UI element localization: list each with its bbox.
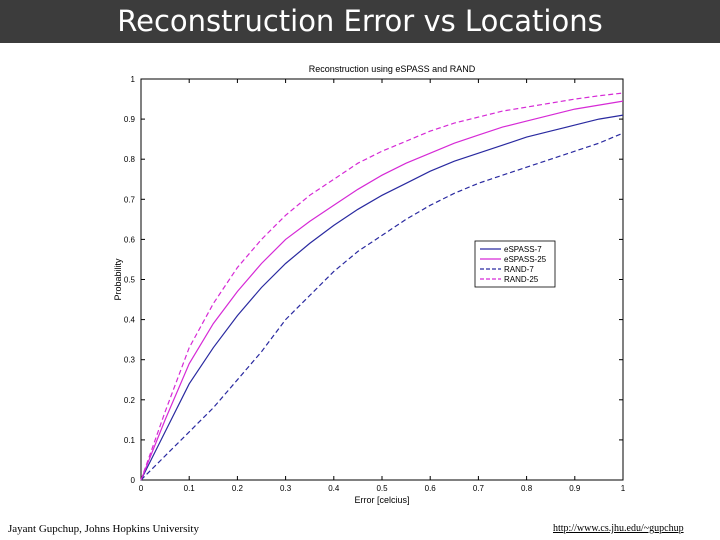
y-tick-label: 0.3 bbox=[124, 356, 136, 365]
x-tick-label: 0.9 bbox=[569, 484, 581, 493]
series-line-espass-7 bbox=[140, 114, 624, 481]
footer-author: Jayant Gupchup, Johns Hopkins University bbox=[8, 523, 199, 535]
series-line-espass-25 bbox=[140, 100, 624, 481]
x-axis-label: Error [celcius] bbox=[354, 495, 409, 505]
y-tick-label: 0.8 bbox=[124, 155, 136, 164]
y-tick-label: 0.4 bbox=[124, 316, 136, 325]
chart-title: Reconstruction using eSPASS and RAND bbox=[309, 64, 476, 74]
slide-title: Reconstruction Error vs Locations bbox=[117, 4, 603, 38]
x-tick-label: 0.1 bbox=[184, 484, 196, 493]
x-tick-label: 0 bbox=[139, 484, 144, 493]
x-tick-label: 0.2 bbox=[232, 484, 244, 493]
y-tick-label: 0.7 bbox=[124, 195, 136, 204]
slide-title-bar: Reconstruction Error vs Locations bbox=[0, 0, 720, 43]
x-tick-label: 1 bbox=[621, 484, 626, 493]
x-tick-label: 0.3 bbox=[280, 484, 292, 493]
x-tick-label: 0.7 bbox=[473, 484, 485, 493]
x-tick-label: 0.5 bbox=[376, 484, 388, 493]
y-tick-label: 0.1 bbox=[124, 436, 136, 445]
chart-area: 0 0.1 0.2 0.3 0.4 0.5 0.6 0.7 0.8 0.9 1 0 0.1 0.2 0.3 0… bbox=[0, 43, 720, 513]
y-tick-label: 0.9 bbox=[124, 115, 136, 124]
y-tick-label: 0.2 bbox=[124, 396, 136, 405]
chart-svg: 0 0.1 0.2 0.3 0.4 0.5 0.6 0.7 0.8 0.9 1 0 0.1 0.2 0.3 0… bbox=[113, 64, 626, 505]
y-axis-label: Probability bbox=[113, 258, 123, 301]
legend-label: eSPASS-25 bbox=[504, 255, 547, 264]
x-tick-label: 0.8 bbox=[521, 484, 533, 493]
y-tick-label: 0 bbox=[131, 476, 136, 485]
x-tick-label: 0.4 bbox=[328, 484, 340, 493]
footer-url-link[interactable]: http://www.cs.jhu.edu/~gupchup bbox=[553, 523, 684, 534]
y-tick-label: 1 bbox=[131, 75, 136, 84]
legend-label: RAND-7 bbox=[504, 265, 534, 274]
x-tick-label: 0.6 bbox=[425, 484, 437, 493]
y-tick-label: 0.5 bbox=[124, 276, 136, 285]
legend-label: eSPASS-7 bbox=[504, 245, 542, 254]
y-tick-label: 0.6 bbox=[124, 235, 136, 244]
series-line-rand-7 bbox=[140, 132, 624, 481]
legend-label: RAND-25 bbox=[504, 275, 539, 284]
